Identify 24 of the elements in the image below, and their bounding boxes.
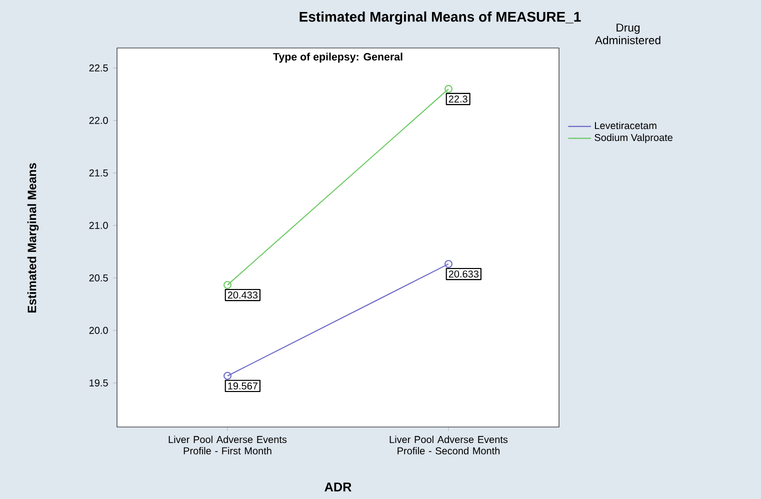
data-label: 20.633 (448, 270, 479, 278)
legend-label: Levetiracetam (594, 122, 656, 130)
data-label: 22.3 (448, 95, 468, 103)
y-axis-title: Estimated Marginal Means (27, 163, 39, 313)
x-tick-label: Liver Pool Adverse Events Profile - First Month (168, 436, 287, 454)
y-tick-label: 21.5 (89, 169, 108, 176)
x-axis-title: ADR (324, 482, 352, 492)
x-tick-label: Liver Pool Adverse Events Profile - Second Month (390, 436, 508, 454)
point (224, 372, 232, 380)
legend-label: Sodium Valproate (594, 134, 672, 144)
data-label: 19.567 (228, 382, 258, 390)
point (444, 260, 452, 268)
chart-subtitle: Type of epilepsy: General (273, 52, 402, 63)
y-tick-label: 22.0 (89, 116, 108, 124)
y-tick-label: 19.5 (90, 379, 108, 386)
point (224, 280, 232, 289)
data-label: 20.433 (228, 291, 258, 299)
y-tick-label: 21.0 (89, 222, 108, 229)
y-tick-label: 20.5 (89, 274, 108, 282)
legend-title: Drug Administered (594, 24, 660, 44)
point (444, 84, 452, 93)
y-tick-label: 20.0 (89, 326, 108, 334)
y-tick-label: 22.5 (89, 64, 108, 72)
chart-title: Estimated Marginal Means of MEASURE_1 (300, 11, 581, 25)
